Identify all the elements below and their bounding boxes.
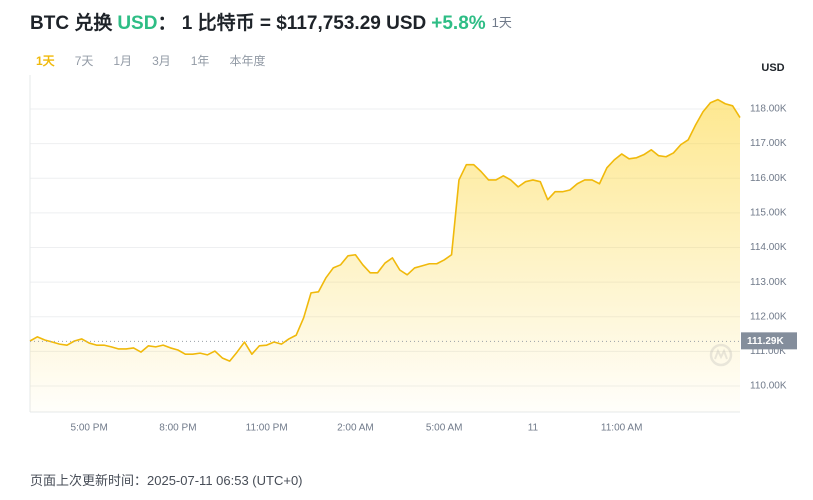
title-period: 1天 [492, 15, 512, 30]
title-to: USD [117, 13, 157, 34]
y-tick-label: 110.00K [750, 381, 787, 392]
footer-label: 页面上次更新时间： [30, 473, 147, 488]
watermark-mark [714, 348, 728, 360]
y-tick-label: 117.00K [750, 138, 787, 149]
y-tick-label: 115.00K [750, 207, 787, 218]
x-tick-label: 5:00 AM [426, 423, 463, 434]
y-tick-label: 111.00K [750, 346, 786, 357]
y-axis-label: USD [761, 62, 784, 74]
y-tick-label: 116.00K [750, 173, 787, 184]
title-rate: ： 1 比特币 = $117,753.29 USD [157, 12, 426, 34]
area [30, 99, 740, 412]
range-tab[interactable]: 7天 [75, 54, 94, 68]
reference-label: 111.29K [747, 336, 784, 347]
x-tick-label: 11:00 AM [601, 423, 643, 434]
range-tab[interactable]: 1年 [191, 54, 210, 68]
x-tick-label: 2:00 AM [337, 423, 374, 434]
reference-label-bg [741, 332, 797, 350]
y-tick-label: 118.00K [750, 104, 787, 115]
range-tab[interactable]: 1天 [36, 54, 56, 68]
y-tick-label: 114.00K [750, 242, 787, 253]
x-tick-label: 5:00 PM [71, 423, 108, 434]
range-tab[interactable]: 本年度 [229, 53, 265, 68]
price-line [29, 98, 741, 362]
watermark-logo [709, 343, 733, 367]
title: BTC 兑换 USD： 1 比特币 = $117,753.29 USD +5.8% 1… [30, 11, 512, 34]
y-tick-label: 112.00K [750, 311, 787, 322]
y-tick-label: 113.00K [750, 277, 787, 288]
range-tab[interactable]: 3月 [152, 54, 171, 68]
x-tick-label: 8:00 PM [159, 423, 196, 434]
watermark [709, 343, 733, 367]
title-from: BTC 兑换 [30, 11, 113, 34]
range-tab[interactable]: 1月 [113, 54, 132, 68]
x-tick-label: 11:00 PM [246, 423, 288, 434]
footer: 页面上次更新时间：2025-07-11 06:53 (UTC+0) [30, 473, 303, 488]
title-change: +5.8% [431, 13, 486, 34]
tabs: 1天 7天 1月 3月 1年 本年度 [36, 53, 265, 68]
footer-time: 2025-07-11 06:53 (UTC+0) [147, 473, 303, 488]
plot: USD 110.00K 111.00K 112.00K 113.00K 114.00K 11… [29, 62, 797, 434]
x-tick-label: 11 [528, 423, 539, 434]
